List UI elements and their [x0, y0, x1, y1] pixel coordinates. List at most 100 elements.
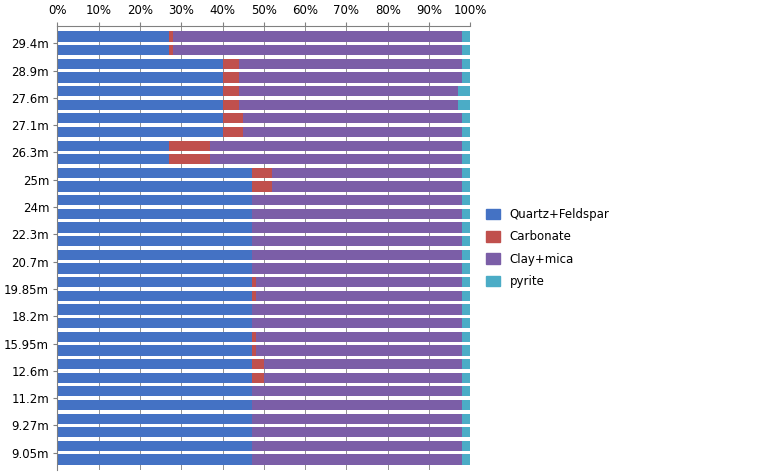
Bar — [252, 168, 272, 178]
Bar — [58, 413, 252, 424]
Bar — [462, 45, 470, 55]
Bar — [462, 182, 470, 191]
Bar — [239, 59, 462, 69]
Bar — [462, 127, 470, 137]
Bar — [58, 455, 252, 465]
Bar — [169, 31, 173, 42]
Bar — [223, 72, 239, 82]
Bar — [243, 127, 462, 137]
Bar — [264, 373, 462, 383]
Bar — [252, 441, 462, 451]
Bar — [223, 127, 243, 137]
Bar — [58, 386, 252, 396]
Bar — [58, 236, 252, 246]
Bar — [252, 304, 462, 315]
Bar — [252, 209, 462, 219]
Bar — [462, 31, 470, 42]
Bar — [58, 45, 169, 55]
Bar — [239, 100, 458, 110]
Bar — [252, 291, 255, 301]
Bar — [252, 413, 462, 424]
Bar — [462, 318, 470, 328]
Bar — [462, 154, 470, 164]
Bar — [58, 113, 223, 123]
Bar — [223, 86, 239, 96]
Bar — [462, 332, 470, 342]
Bar — [252, 182, 272, 191]
Bar — [252, 386, 462, 396]
Bar — [458, 100, 470, 110]
Bar — [58, 345, 252, 356]
Bar — [223, 113, 243, 123]
Bar — [58, 182, 252, 191]
Bar — [58, 304, 252, 315]
Bar — [252, 277, 255, 287]
Bar — [458, 86, 470, 96]
Bar — [462, 441, 470, 451]
Bar — [58, 209, 252, 219]
Bar — [462, 140, 470, 151]
Bar — [255, 291, 462, 301]
Bar — [58, 318, 252, 328]
Bar — [58, 72, 223, 82]
Bar — [462, 304, 470, 315]
Bar — [252, 455, 462, 465]
Bar — [58, 264, 252, 273]
Bar — [58, 140, 169, 151]
Bar — [239, 86, 458, 96]
Bar — [255, 332, 462, 342]
Bar — [58, 222, 252, 233]
Bar — [243, 113, 462, 123]
Bar — [462, 250, 470, 260]
Bar — [252, 318, 462, 328]
Bar — [252, 222, 462, 233]
Bar — [462, 413, 470, 424]
Bar — [58, 359, 252, 369]
Bar — [462, 427, 470, 438]
Bar — [272, 182, 462, 191]
Bar — [252, 264, 462, 273]
Bar — [58, 86, 223, 96]
Bar — [223, 59, 239, 69]
Bar — [58, 100, 223, 110]
Bar — [169, 154, 210, 164]
Bar — [58, 31, 169, 42]
Bar — [58, 250, 252, 260]
Bar — [210, 140, 462, 151]
Bar — [252, 345, 255, 356]
Bar — [252, 250, 462, 260]
Bar — [58, 277, 252, 287]
Legend: Quartz+Feldspar, Carbonate, Clay+mica, pyrite: Quartz+Feldspar, Carbonate, Clay+mica, p… — [481, 202, 615, 294]
Bar — [58, 168, 252, 178]
Bar — [252, 359, 264, 369]
Bar — [462, 72, 470, 82]
Bar — [58, 195, 252, 205]
Bar — [58, 291, 252, 301]
Bar — [462, 373, 470, 383]
Bar — [173, 31, 462, 42]
Bar — [58, 332, 252, 342]
Bar — [58, 400, 252, 410]
Bar — [58, 373, 252, 383]
Bar — [169, 140, 210, 151]
Bar — [264, 359, 462, 369]
Bar — [462, 455, 470, 465]
Bar — [252, 195, 462, 205]
Bar — [252, 373, 264, 383]
Bar — [255, 345, 462, 356]
Bar — [462, 264, 470, 273]
Bar — [252, 427, 462, 438]
Bar — [272, 168, 462, 178]
Bar — [462, 386, 470, 396]
Bar — [462, 236, 470, 246]
Bar — [462, 209, 470, 219]
Bar — [169, 45, 173, 55]
Bar — [58, 127, 223, 137]
Bar — [58, 59, 223, 69]
Bar — [462, 400, 470, 410]
Bar — [462, 168, 470, 178]
Bar — [462, 291, 470, 301]
Bar — [58, 441, 252, 451]
Bar — [462, 113, 470, 123]
Bar — [252, 400, 462, 410]
